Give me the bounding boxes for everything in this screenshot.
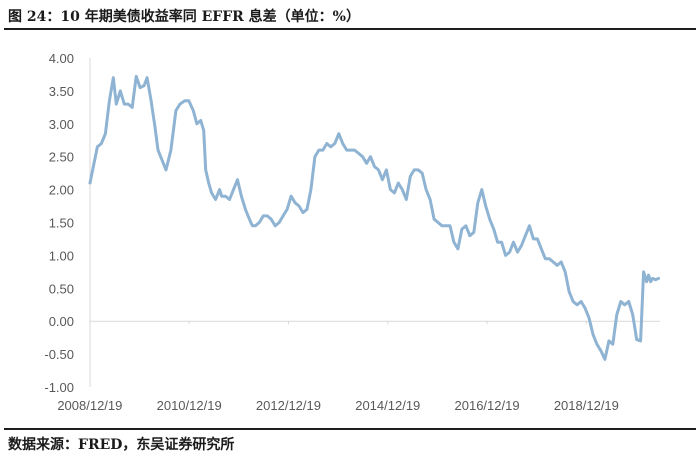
- x-tick-label: 2016/12/19: [455, 398, 520, 413]
- y-tick-label: 3.00: [49, 117, 74, 132]
- source-note: 数据来源：FRED，东吴证券研究所: [8, 437, 235, 453]
- y-tick-label: 0.50: [49, 281, 74, 296]
- y-tick-label: -0.50: [44, 347, 74, 362]
- figure-title: 图 24：10 年期美债收益率同 EFFR 息差（单位：%）: [8, 9, 360, 25]
- x-tick-label: 2014/12/19: [355, 398, 420, 413]
- top-rule: [4, 28, 696, 30]
- series-group: [88, 74, 660, 361]
- y-tick-labels: 4.00 3.50 3.00 2.50 2.00 1.50 1.00 0.50 0.00 -0.5…: [44, 51, 74, 395]
- y-tick-label: 2.50: [49, 150, 74, 165]
- y-tick-label: 4.00: [49, 51, 74, 66]
- series-line: [88, 74, 660, 361]
- x-tick-label: 2008/12/19: [57, 398, 122, 413]
- x-tick-label: 2010/12/19: [157, 398, 222, 413]
- y-tick-label: 2.00: [49, 183, 74, 198]
- y-tick-label: 1.00: [49, 248, 74, 263]
- x-tick-label: 2012/12/19: [256, 398, 321, 413]
- x-tick-labels: 2008/12/19 2010/12/19 2012/12/19 2014/12/19…: [57, 321, 619, 413]
- y-tick-label: 3.50: [49, 84, 74, 99]
- y-tick-label: 0.00: [49, 314, 74, 329]
- y-tick-label: -1.00: [44, 380, 74, 395]
- y-tick-label: 1.50: [49, 216, 74, 231]
- x-tick-label: 2018/12/19: [554, 398, 619, 413]
- bottom-rule: [4, 428, 696, 430]
